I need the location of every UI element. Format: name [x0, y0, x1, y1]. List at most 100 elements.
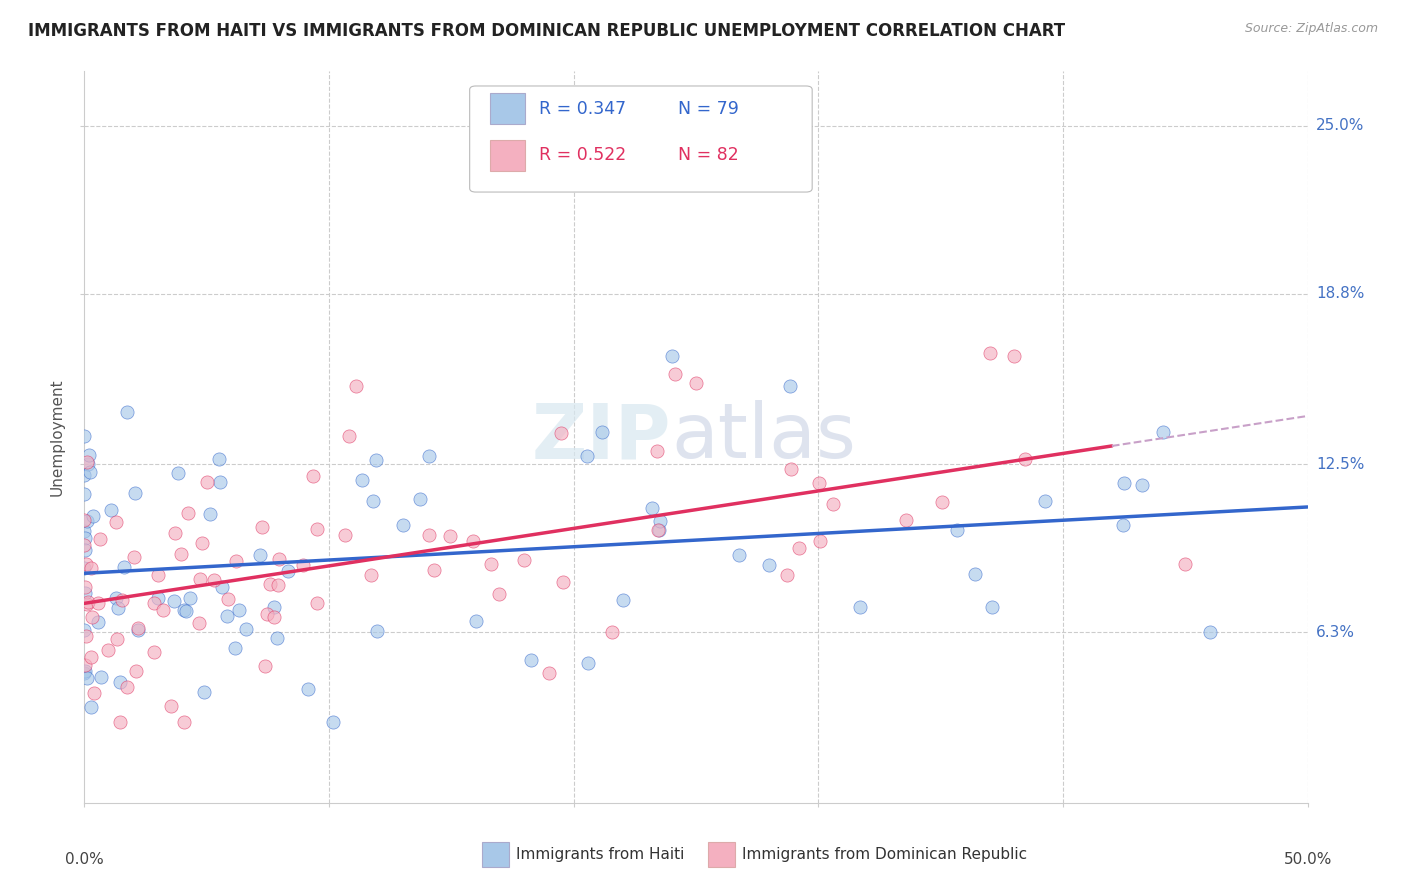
Point: [1152, 425, 1174, 440]
Text: 0.0%: 0.0%: [65, 852, 104, 866]
Point: [263, 610, 285, 624]
Point: [188, 572, 211, 586]
Text: 25.0%: 25.0%: [1316, 118, 1364, 133]
Point: [1198, 625, 1220, 640]
Point: [550, 425, 572, 440]
Point: [277, 564, 299, 578]
Point: [188, 615, 211, 630]
Point: [79, 465, 101, 479]
Point: [125, 664, 148, 678]
Point: [344, 378, 367, 392]
Point: [537, 665, 560, 680]
Point: [89, 532, 111, 546]
Point: [1111, 518, 1133, 533]
Point: [422, 563, 444, 577]
Point: [73, 664, 96, 678]
Point: [366, 453, 388, 467]
Point: [647, 523, 669, 537]
Point: [75, 585, 97, 599]
Point: [519, 652, 541, 666]
Point: [76, 672, 98, 686]
Y-axis label: Unemployment: Unemployment: [49, 378, 65, 496]
Point: [808, 534, 831, 549]
FancyBboxPatch shape: [470, 86, 813, 192]
Point: [115, 680, 138, 694]
Point: [779, 379, 801, 393]
Point: [591, 425, 613, 439]
Point: [146, 591, 169, 606]
Point: [173, 603, 195, 617]
Point: [117, 405, 139, 419]
Point: [979, 346, 1001, 360]
Point: [195, 475, 218, 490]
Point: [259, 577, 281, 591]
Point: [75, 580, 97, 594]
Point: [105, 632, 128, 646]
Point: [215, 608, 238, 623]
Point: [143, 596, 166, 610]
Point: [418, 449, 440, 463]
Point: [152, 603, 174, 617]
Point: [75, 558, 97, 572]
Point: [73, 468, 96, 483]
Point: [211, 580, 233, 594]
FancyBboxPatch shape: [709, 841, 735, 867]
Point: [361, 494, 384, 508]
Point: [73, 486, 96, 500]
Point: [191, 536, 214, 550]
Point: [664, 368, 686, 382]
Text: R = 0.347: R = 0.347: [540, 100, 627, 118]
Point: [266, 632, 288, 646]
Point: [849, 600, 872, 615]
Point: [97, 642, 120, 657]
Point: [80, 609, 103, 624]
Point: [208, 475, 231, 490]
Point: [170, 547, 193, 561]
Point: [776, 567, 799, 582]
Point: [787, 541, 810, 555]
Point: [104, 591, 127, 606]
Point: [551, 575, 574, 590]
Point: [335, 528, 357, 542]
Point: [1014, 452, 1036, 467]
Point: [292, 558, 315, 573]
Point: [173, 714, 195, 729]
Point: [250, 520, 273, 534]
Point: [488, 587, 510, 601]
Text: R = 0.522: R = 0.522: [540, 146, 627, 164]
Point: [124, 486, 146, 500]
Point: [266, 578, 288, 592]
Text: 50.0%: 50.0%: [1284, 852, 1331, 866]
Point: [645, 443, 668, 458]
Point: [661, 349, 683, 363]
Text: Source: ZipAtlas.com: Source: ZipAtlas.com: [1244, 22, 1378, 36]
Point: [807, 476, 830, 491]
Point: [463, 534, 485, 549]
Point: [73, 524, 96, 538]
Point: [163, 594, 186, 608]
Point: [73, 538, 96, 552]
Point: [602, 624, 624, 639]
Point: [409, 492, 432, 507]
Point: [963, 566, 986, 581]
Point: [439, 529, 461, 543]
Point: [305, 596, 328, 610]
Point: [1002, 349, 1025, 363]
Text: Immigrants from Dominican Republic: Immigrants from Dominican Republic: [742, 847, 1028, 862]
Point: [263, 600, 285, 615]
Point: [111, 593, 134, 607]
Point: [946, 523, 969, 537]
Point: [418, 528, 440, 542]
Point: [75, 543, 97, 558]
Point: [896, 513, 918, 527]
Point: [73, 513, 96, 527]
Point: [612, 592, 634, 607]
Point: [641, 501, 664, 516]
Point: [647, 523, 669, 537]
Point: [202, 574, 225, 588]
Text: N = 79: N = 79: [678, 100, 738, 118]
FancyBboxPatch shape: [491, 140, 524, 170]
Point: [297, 681, 319, 696]
Point: [207, 452, 229, 467]
Point: [235, 622, 257, 636]
